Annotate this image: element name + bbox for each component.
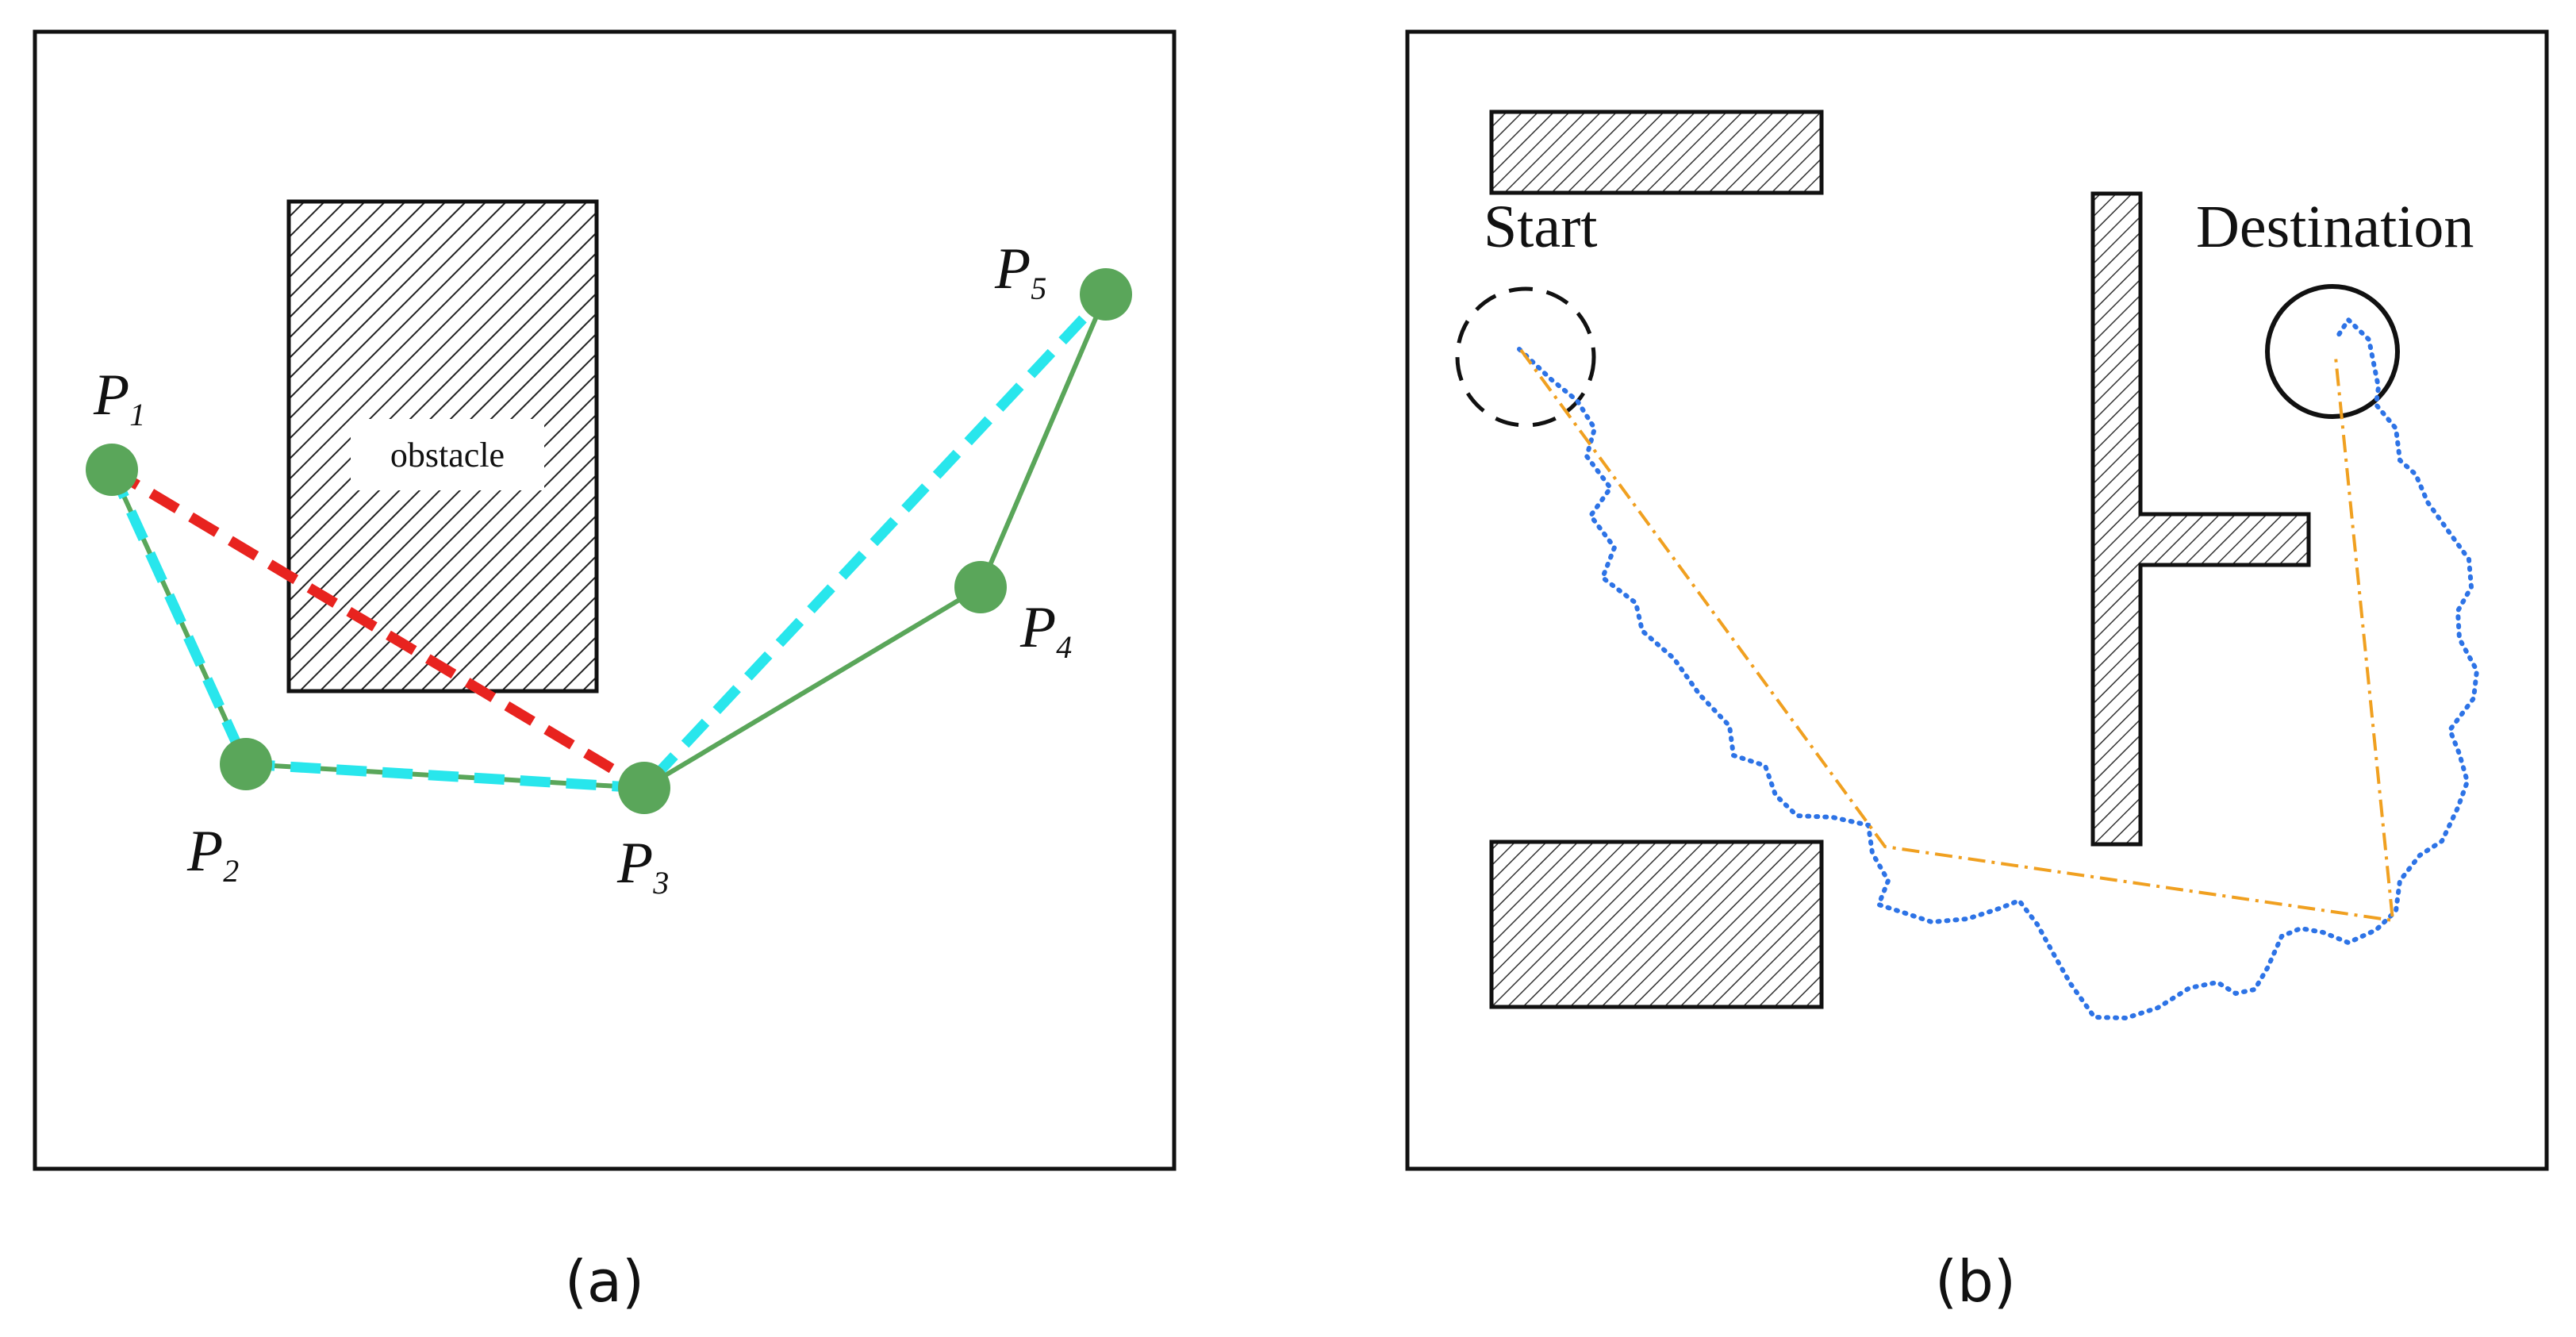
panel-b: Start Destination <box>1405 29 2549 1171</box>
point-p1 <box>86 444 138 496</box>
start-circle <box>1455 286 1596 428</box>
point-p5 <box>1080 268 1132 321</box>
shortcut-path-red <box>109 465 647 793</box>
label-p2: P2 <box>186 819 239 889</box>
caption-a: (a) <box>565 1248 644 1315</box>
label-p1: P1 <box>93 363 145 432</box>
dash-dot-path-orange <box>1519 348 2395 923</box>
destination-circle <box>2265 284 2400 419</box>
panel-a: obstacle P1 P2 P3 P4 P5 <box>33 29 1177 1171</box>
obstacle-t-shape <box>2090 191 2311 847</box>
label-p4: P4 <box>1019 595 1072 665</box>
shortcut-path-cyan <box>107 290 1110 793</box>
point-p4 <box>954 561 1007 613</box>
obstacle-bottom-left <box>1489 839 1824 1009</box>
point-p2 <box>220 738 272 790</box>
obstacle-top-left <box>1489 109 1824 195</box>
caption-b: (b) <box>1935 1248 2016 1315</box>
obstacle-label: obstacle <box>390 436 505 474</box>
start-label: Start <box>1484 194 1598 260</box>
panel-a-frame <box>33 29 1177 1171</box>
label-p3: P3 <box>616 831 669 901</box>
destination-label: Destination <box>2196 194 2474 260</box>
label-p5: P5 <box>994 236 1046 306</box>
obstacle-label-box <box>351 419 544 490</box>
dotted-path-blue <box>1517 316 2480 1021</box>
point-p3 <box>618 762 670 814</box>
